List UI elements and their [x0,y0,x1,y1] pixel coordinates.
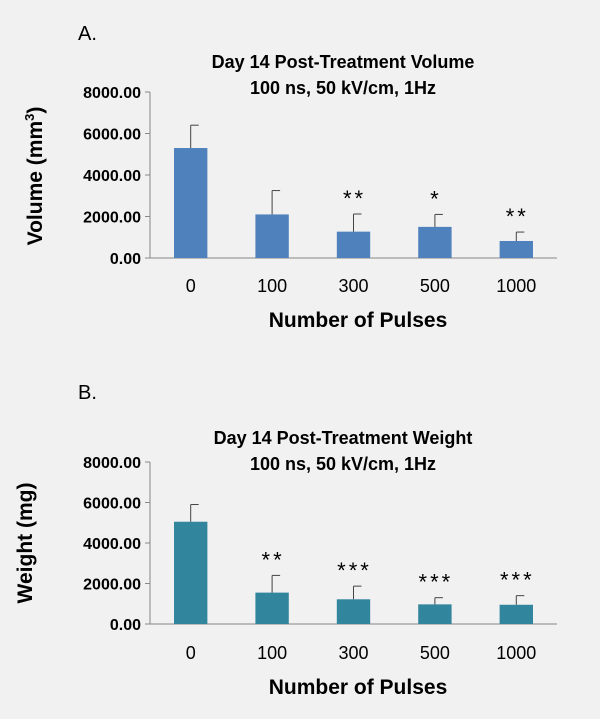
panel-a: A. Day 14 Post-Treatment Volume 100 ns, … [22,23,557,332]
panel-b-bar [174,521,208,624]
panel-b-x-axis-label: Number of Pulses [269,676,448,699]
panel-a-x-tick-label: 300 [338,276,368,296]
panel-b-y-axis-label: Weight (mg) [14,483,37,604]
panel-b-bar [255,592,289,624]
panel-b-y-tick-label: 6000.00 [83,496,141,513]
panel-a-bar [336,231,371,258]
panel-a-x-tick-label: 500 [420,276,450,296]
panel-a-x-tick-label: 1000 [496,276,536,296]
panel-a-y-tick-label: 6000.00 [83,127,141,144]
panel-b: B. Day 14 Post-Treatment Weight 100 ns, … [14,382,557,699]
panel-a-x-axis-label: Number of Pulses [269,309,448,332]
panel-a-bar [174,148,208,258]
panel-a-significance-marker: ** [506,204,529,229]
panel-b-x-tick-label: 500 [420,643,450,663]
panel-a-title-line2: 100 ns, 50 kV/cm, 1Hz [250,78,436,98]
panel-a-y-tick-label: 4000.00 [83,168,141,185]
panel-a-y-tick-label: 0.00 [110,251,141,268]
panel-b-title-line1: Day 14 Post-Treatment Weight [214,428,473,448]
panel-b-y-tick-label: 4000.00 [83,536,141,553]
panel-b-x-tick-label: 300 [338,643,368,663]
panel-a-y-tick-label: 2000.00 [83,210,141,227]
panel-b-x-tick-label: 0 [186,643,196,663]
panel-a-letter: A. [78,23,97,45]
panel-b-significance-marker: ** [262,547,285,572]
panel-b-y-tick-label: 0.00 [110,617,141,634]
panel-a-significance-marker: * [430,186,442,211]
panel-b-bar [336,599,371,624]
panel-b-title-line2: 100 ns, 50 kV/cm, 1Hz [250,454,436,474]
panel-b-y-tick-label: 8000.00 [83,455,141,472]
panel-a-x-tick-label: 0 [186,276,196,296]
panel-b-significance-marker: *** [337,558,372,583]
panel-a-bar [418,226,452,258]
panel-a-y-tick-label: 8000.00 [83,85,141,102]
panel-a-title-line1: Day 14 Post-Treatment Volume [212,52,475,72]
panel-b-y-tick-label: 2000.00 [83,577,141,594]
panel-b-bar [418,604,452,624]
panel-b-bar [499,604,533,624]
panel-b-significance-marker: *** [419,570,454,595]
panel-a-y-axis-label: Volume (mm3) [22,107,47,246]
panel-a-x-tick-label: 100 [257,276,287,296]
panel-b-significance-marker: *** [500,568,535,593]
panel-b-letter: B. [78,382,97,404]
panel-b-x-tick-label: 100 [257,643,287,663]
panel-a-significance-marker: ** [343,186,366,211]
panel-b-x-tick-label: 1000 [496,643,536,663]
panel-a-bar [499,240,533,258]
panel-a-bar [255,214,289,258]
